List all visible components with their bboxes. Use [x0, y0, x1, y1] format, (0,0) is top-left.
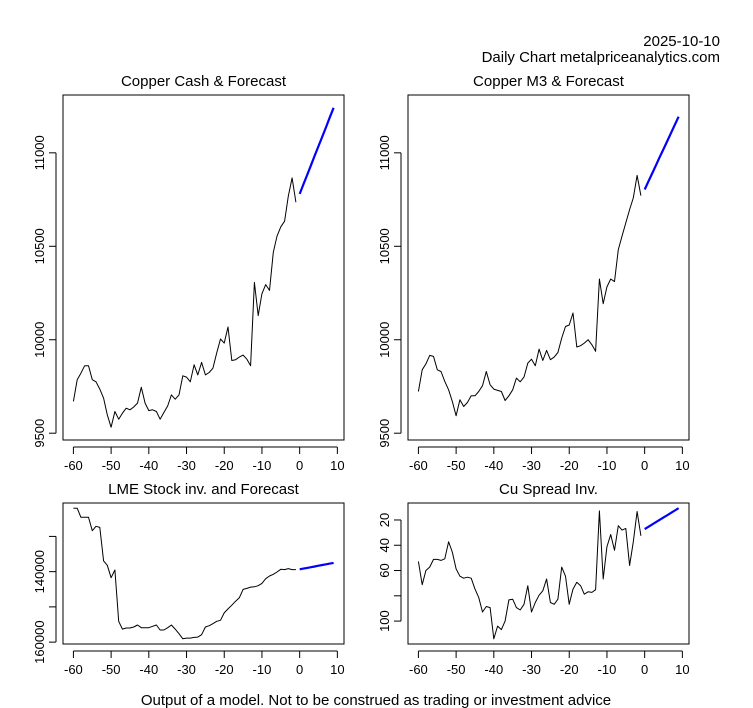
cu-spread-plot-frame: [407, 502, 690, 645]
copper-m3-y-tick-label: 10000: [377, 322, 392, 358]
cu-spread-history-line: [417, 510, 642, 640]
lme-stock-plot-frame: [62, 502, 345, 645]
copper-cash-plot-frame: [62, 94, 345, 441]
lme-stock-x-tick-label: -30: [177, 662, 196, 677]
lme-stock-y-tick-label: 160000: [32, 620, 47, 663]
copper-m3-title: Copper M3 & Forecast: [473, 73, 625, 90]
copper-cash-y-tick-label: 10000: [32, 322, 47, 358]
copper-cash-x-tick-label: -50: [102, 458, 121, 473]
cu-spread-x-tick-label: -30: [522, 662, 541, 677]
copper-m3-x-tick-label: -10: [598, 458, 617, 473]
lme-stock-panel: LME Stock inv. and Forecast -60 -50 -40 -30 -…: [32, 481, 345, 677]
copper-m3-x-tick-label: -60: [409, 458, 428, 473]
copper-m3-x-tick-label: 0: [641, 458, 648, 473]
copper-m3-panel: Copper M3 & Forecast -60 -50 -40 -30 -20 -10 0 1…: [377, 73, 690, 473]
copper-cash-x-tick-label: 0: [296, 458, 303, 473]
copper-cash-y-tick-label: 11000: [32, 135, 47, 170]
cu-spread-x-tick-label: -60: [409, 662, 428, 677]
copper-m3-x-tick-label: -50: [447, 458, 466, 473]
chart-source: Daily Chart metalpriceanalytics.com: [482, 49, 720, 66]
copper-cash-y-tick-label: 10500: [32, 228, 47, 264]
lme-stock-x-tick-label: 0: [296, 662, 303, 677]
copper-cash-x-tick-label: -40: [139, 458, 158, 473]
cu-spread-x-tick-label: -50: [447, 662, 466, 677]
cu-spread-y-tick-label: 40: [377, 538, 392, 552]
lme-stock-x-tick-label: -50: [102, 662, 121, 677]
lme-stock-forecast-line: [299, 561, 334, 571]
copper-cash-x-tick-label: -10: [253, 458, 272, 473]
lme-stock-x-tick-label: 10: [330, 662, 344, 677]
panels: Copper Cash & Forecast -60 -50 -40 -30 -20 -10…: [32, 73, 690, 677]
lme-stock-x-tick-label: -20: [215, 662, 234, 677]
disclaimer: Output of a model. Not to be construed a…: [141, 692, 611, 708]
lme-stock-title: LME Stock inv. and Forecast: [108, 481, 299, 498]
copper-m3-y-tick-label: 10500: [377, 228, 392, 264]
copper-cash-y-tick-label: 9500: [32, 419, 47, 448]
cu-spread-panel: Cu Spread Inv. -60 -50 -40 -30 -20 -10 0 10 20 40 6…: [377, 481, 690, 677]
copper-m3-x-tick-label: -40: [484, 458, 503, 473]
cu-spread-x-tick-label: -10: [598, 662, 617, 677]
chart-date: 2025-10-10: [643, 33, 720, 50]
lme-stock-x-tick-label: -10: [253, 662, 272, 677]
cu-spread-title: Cu Spread Inv.: [499, 481, 598, 498]
cu-spread-y-tick-label: 60: [377, 563, 392, 577]
copper-m3-x-tick-label: -30: [522, 458, 541, 473]
copper-cash-title: Copper Cash & Forecast: [121, 73, 287, 90]
copper-m3-plot-frame: [407, 94, 690, 441]
cu-spread-x-tick-label: -20: [560, 662, 579, 677]
lme-stock-x-tick-label: -40: [139, 662, 158, 677]
cu-spread-y-tick-label: 20: [377, 513, 392, 527]
lme-stock-history-line: [73, 507, 296, 640]
copper-m3-y-tick-label: 11000: [377, 135, 392, 170]
cu-spread-forecast-line: [644, 507, 680, 531]
cu-spread-x-tick-label: 10: [675, 662, 689, 677]
lme-stock-x-tick-label: -60: [64, 662, 83, 677]
cu-spread-x-tick-label: 0: [641, 662, 648, 677]
copper-m3-y-tick-label: 9500: [377, 419, 392, 448]
copper-cash-x-tick-label: -20: [215, 458, 234, 473]
copper-cash-x-tick-label: -60: [64, 458, 83, 473]
copper-m3-history-line: [417, 174, 642, 417]
copper-m3-x-tick-label: 10: [675, 458, 689, 473]
copper-cash-forecast-line: [298, 107, 335, 195]
cu-spread-x-tick-label: -40: [484, 662, 503, 677]
lme-stock-y-tick-label: 140000: [32, 550, 47, 593]
cu-spread-y-tick-label: 100: [377, 610, 392, 632]
copper-cash-history-line: [72, 177, 297, 428]
copper-m3-x-tick-label: -20: [560, 458, 579, 473]
copper-m3-forecast-line: [643, 116, 680, 190]
copper-cash-panel: Copper Cash & Forecast -60 -50 -40 -30 -20 -10…: [32, 73, 345, 473]
copper-cash-x-tick-label: 10: [330, 458, 344, 473]
copper-cash-x-tick-label: -30: [177, 458, 196, 473]
